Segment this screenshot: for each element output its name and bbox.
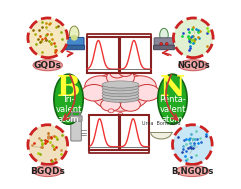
Text: Penta-
valent
atom: Penta- valent atom (159, 95, 186, 124)
Ellipse shape (102, 90, 139, 97)
Ellipse shape (179, 60, 208, 71)
Ellipse shape (102, 84, 139, 91)
Text: B,NGQDs: B,NGQDs (171, 167, 214, 176)
Ellipse shape (176, 166, 209, 177)
Ellipse shape (119, 68, 132, 76)
FancyBboxPatch shape (154, 45, 174, 50)
Text: Tri-
valent
atom: Tri- valent atom (55, 95, 82, 124)
Text: NGQDs: NGQDs (177, 61, 210, 70)
Circle shape (173, 125, 212, 164)
Circle shape (174, 18, 213, 58)
Ellipse shape (91, 72, 150, 111)
Ellipse shape (81, 84, 107, 101)
Circle shape (160, 43, 162, 45)
Text: N: N (160, 75, 185, 102)
FancyBboxPatch shape (70, 116, 82, 121)
Ellipse shape (102, 92, 139, 100)
Circle shape (28, 18, 67, 58)
Text: GQDs: GQDs (34, 61, 62, 70)
Ellipse shape (160, 28, 168, 42)
Bar (87, 37, 119, 73)
Ellipse shape (110, 68, 124, 78)
Text: BGQDs: BGQDs (30, 167, 65, 176)
Ellipse shape (124, 76, 156, 97)
Ellipse shape (118, 112, 123, 116)
Ellipse shape (107, 68, 134, 87)
Ellipse shape (69, 26, 79, 41)
Ellipse shape (33, 60, 62, 71)
Circle shape (166, 43, 168, 45)
Bar (120, 115, 149, 150)
FancyBboxPatch shape (64, 37, 84, 48)
Ellipse shape (71, 35, 78, 41)
FancyBboxPatch shape (71, 118, 81, 141)
Ellipse shape (108, 109, 114, 113)
Bar (89, 115, 119, 150)
Circle shape (28, 125, 67, 164)
Text: B: B (57, 75, 80, 102)
Ellipse shape (134, 84, 160, 101)
FancyBboxPatch shape (154, 38, 174, 48)
Bar (120, 37, 151, 73)
Text: Urea  Boric acid: Urea Boric acid (142, 121, 181, 126)
Ellipse shape (85, 76, 117, 97)
Ellipse shape (33, 166, 62, 177)
Ellipse shape (158, 74, 187, 124)
Ellipse shape (101, 98, 120, 111)
Ellipse shape (128, 116, 132, 119)
Ellipse shape (102, 95, 139, 102)
Ellipse shape (120, 98, 140, 111)
FancyBboxPatch shape (64, 45, 85, 50)
Ellipse shape (54, 74, 83, 124)
Ellipse shape (102, 87, 139, 94)
Ellipse shape (102, 81, 139, 88)
